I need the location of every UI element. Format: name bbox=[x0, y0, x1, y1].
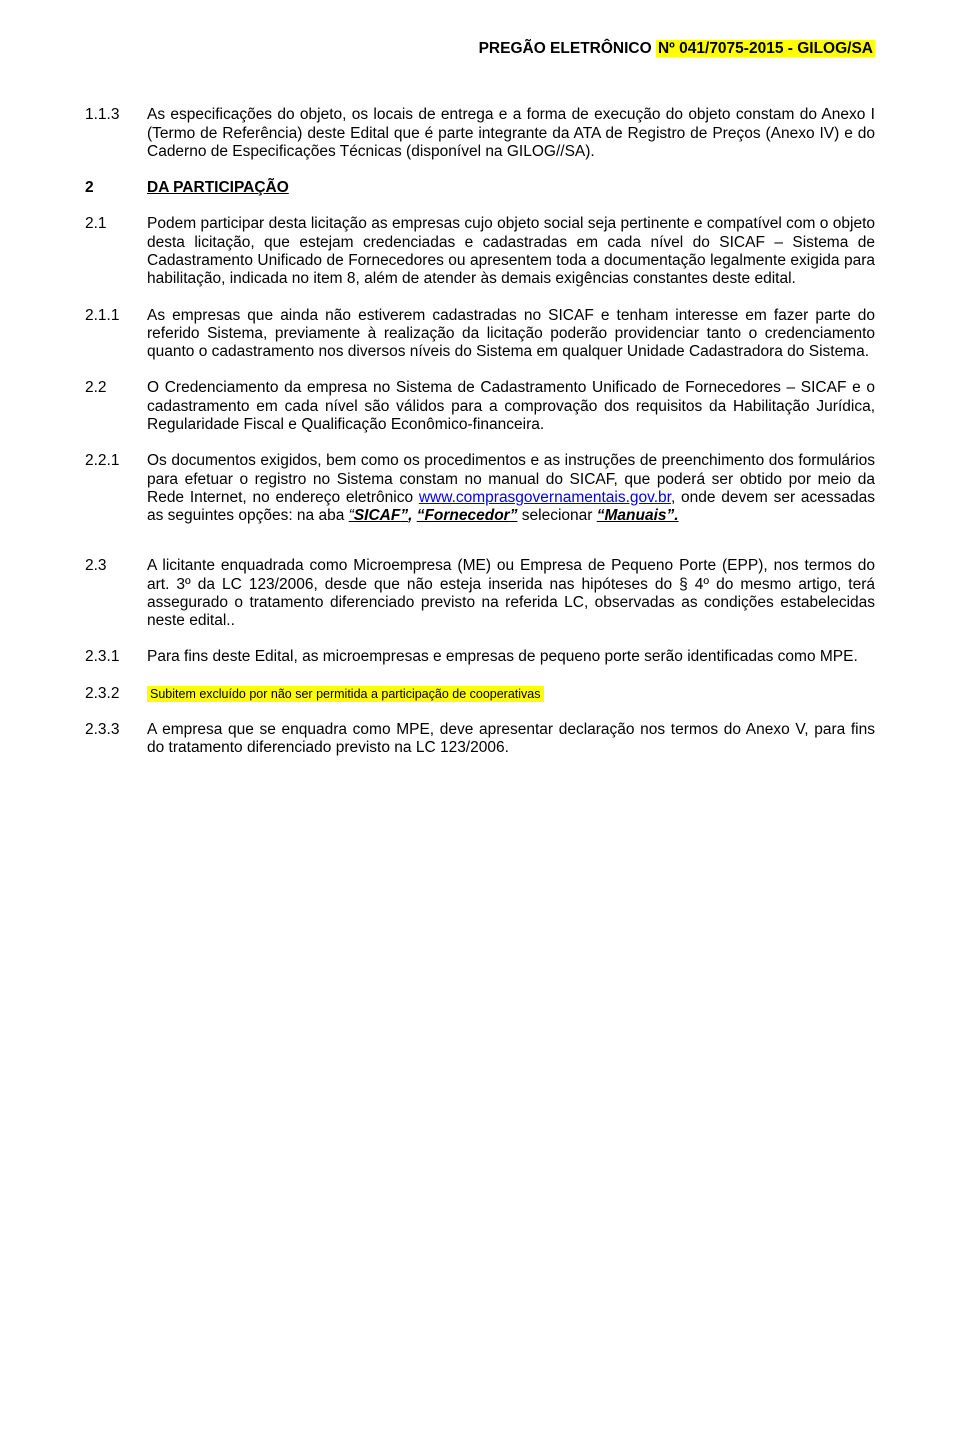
text-2-3-3: A empresa que se enquadra como MPE, deve… bbox=[147, 721, 875, 758]
q-close3: ”. bbox=[667, 507, 679, 524]
num-2-3-3: 2.3.3 bbox=[85, 721, 147, 758]
q-close1: ” bbox=[400, 507, 408, 524]
header-prefix: PREGÃO ELETRÔNICO bbox=[479, 40, 656, 57]
para-2-3-1: 2.3.1 Para fins deste Edital, as microem… bbox=[85, 648, 875, 666]
text-2-3: A licitante enquadrada como Microempresa… bbox=[147, 557, 875, 630]
text-2-3-2: Subitem excluído por não ser permitida a… bbox=[147, 685, 875, 703]
num-2-2-1: 2.2.1 bbox=[85, 452, 147, 525]
link-compras[interactable]: www.comprasgovernamentais.gov.br bbox=[419, 489, 671, 506]
fornecedor-word: Fornecedor bbox=[424, 507, 509, 524]
section-2: 2 DA PARTICIPAÇÃO bbox=[85, 179, 875, 197]
header-highlight: Nº 041/7075-2015 - GILOG/SA bbox=[656, 40, 875, 57]
text-1-1-3: As especificações do objeto, os locais d… bbox=[147, 106, 875, 161]
para-2-1: 2.1 Podem participar desta licitação as … bbox=[85, 215, 875, 288]
excluded-note: Subitem excluído por não ser permitida a… bbox=[147, 686, 544, 702]
num-2-3-1: 2.3.1 bbox=[85, 648, 147, 666]
num-2-1: 2.1 bbox=[85, 215, 147, 288]
num-2-1-1: 2.1.1 bbox=[85, 307, 147, 362]
text-2-2: O Credenciamento da empresa no Sistema d… bbox=[147, 379, 875, 434]
para-2-2: 2.2 O Credenciamento da empresa no Siste… bbox=[85, 379, 875, 434]
text-2-2-1: Os documentos exigidos, bem como os proc… bbox=[147, 452, 875, 525]
comma1: , bbox=[408, 507, 417, 524]
text-2-3-1: Para fins deste Edital, as microempresas… bbox=[147, 648, 875, 666]
para-2-3: 2.3 A licitante enquadrada como Microemp… bbox=[85, 557, 875, 630]
num-2-3: 2.3 bbox=[85, 557, 147, 630]
num-2-3-2: 2.3.2 bbox=[85, 685, 147, 703]
para-2-3-2: 2.3.2 Subitem excluído por não ser permi… bbox=[85, 685, 875, 703]
text-2-1: Podem participar desta licitação as empr… bbox=[147, 215, 875, 288]
para-1-1-3: 1.1.3 As especificações do objeto, os lo… bbox=[85, 106, 875, 161]
sicaf-word: SICAF bbox=[354, 507, 401, 524]
document-header: PREGÃO ELETRÔNICO Nº 041/7075-2015 - GIL… bbox=[85, 40, 875, 58]
para-2-1-1: 2.1.1 As empresas que ainda não estivere… bbox=[85, 307, 875, 362]
para-2-2-1: 2.2.1 Os documentos exigidos, bem como o… bbox=[85, 452, 875, 525]
num-1-1-3: 1.1.3 bbox=[85, 106, 147, 161]
manuais-word: Manuais bbox=[604, 507, 666, 524]
title-2: DA PARTICIPAÇÃO bbox=[147, 179, 289, 196]
num-2-2: 2.2 bbox=[85, 379, 147, 434]
sel-word: selecionar bbox=[517, 507, 596, 524]
text-2-1-1: As empresas que ainda não estiverem cada… bbox=[147, 307, 875, 362]
para-2-3-3: 2.3.3 A empresa que se enquadra como MPE… bbox=[85, 721, 875, 758]
num-2: 2 bbox=[85, 179, 147, 197]
